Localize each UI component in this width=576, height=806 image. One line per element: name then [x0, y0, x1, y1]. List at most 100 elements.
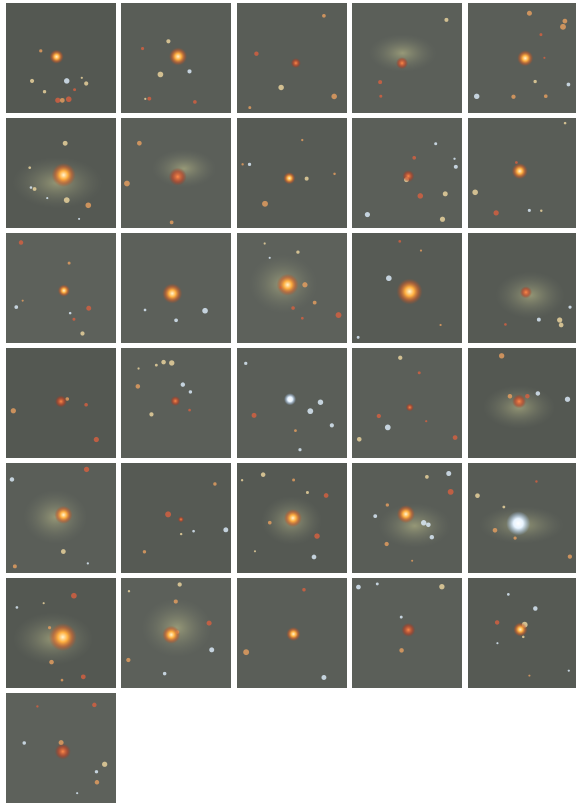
star [378, 80, 382, 84]
star [61, 549, 66, 554]
star [307, 408, 313, 414]
star [95, 770, 98, 773]
star [496, 642, 498, 644]
star [453, 158, 455, 160]
star [30, 186, 33, 189]
star [243, 649, 249, 655]
thumbnail [121, 578, 231, 688]
thumbnail [352, 463, 462, 573]
star [301, 317, 304, 320]
star [357, 437, 362, 442]
star [302, 282, 307, 287]
star [48, 626, 51, 629]
star [444, 18, 448, 22]
star [568, 306, 571, 309]
nebula [378, 503, 450, 548]
thumbnail [468, 233, 576, 343]
star [420, 249, 422, 251]
star [43, 90, 46, 93]
star [528, 675, 530, 677]
star [19, 240, 23, 244]
star [356, 585, 361, 590]
thumbnail [121, 233, 231, 343]
star [30, 79, 34, 83]
star [244, 362, 247, 365]
thumbnail [468, 463, 576, 573]
star [400, 616, 403, 619]
star [248, 106, 251, 109]
star [421, 520, 426, 525]
star [514, 537, 517, 540]
star [540, 210, 542, 212]
central-object [284, 393, 296, 405]
star [306, 491, 309, 494]
thumbnail-background [121, 463, 231, 573]
central-object [178, 516, 184, 522]
thumbnail [6, 348, 116, 458]
star [262, 201, 268, 207]
star [73, 88, 76, 91]
thumbnail [6, 578, 116, 688]
star [92, 703, 96, 707]
central-object [55, 395, 67, 407]
thumbnail [6, 463, 116, 573]
star [209, 647, 214, 652]
thumbnail [237, 348, 347, 458]
star [16, 606, 19, 609]
central-object [162, 283, 182, 303]
star [64, 197, 70, 203]
thumbnail [468, 348, 576, 458]
star [528, 209, 531, 212]
star [60, 98, 65, 103]
star [296, 251, 299, 254]
star [527, 11, 532, 16]
star [567, 83, 571, 87]
star [386, 503, 389, 506]
star [14, 305, 18, 309]
thumbnail [6, 3, 116, 113]
central-object [520, 286, 532, 298]
star [136, 384, 141, 389]
star [13, 564, 17, 568]
thumbnail [237, 118, 347, 228]
star [440, 217, 445, 222]
thumbnail [237, 578, 347, 688]
star [137, 141, 142, 146]
star [63, 141, 68, 146]
star [149, 412, 153, 416]
star [84, 403, 88, 407]
star [81, 674, 86, 679]
central-object [162, 626, 180, 644]
central-object [49, 623, 77, 651]
star [559, 323, 564, 328]
star [434, 142, 437, 145]
star [69, 312, 72, 315]
star [180, 533, 182, 535]
thumbnail [352, 233, 462, 343]
star [292, 479, 295, 482]
star [411, 560, 413, 562]
star [66, 96, 72, 102]
star [322, 14, 326, 18]
star [508, 394, 513, 399]
central-object [396, 57, 408, 69]
star [76, 792, 78, 794]
star [565, 397, 570, 402]
central-object [277, 274, 299, 296]
star [312, 555, 317, 560]
thumbnail-background [237, 3, 347, 113]
star [254, 52, 258, 56]
thumbnail [352, 348, 462, 458]
star [49, 660, 54, 665]
star [533, 80, 536, 83]
star [252, 413, 257, 418]
central-object [406, 403, 414, 411]
star [165, 511, 171, 517]
star [144, 309, 147, 312]
star [443, 191, 448, 196]
star [539, 33, 542, 36]
star [170, 221, 174, 225]
star [178, 582, 182, 586]
star [412, 156, 416, 160]
star [278, 85, 284, 91]
